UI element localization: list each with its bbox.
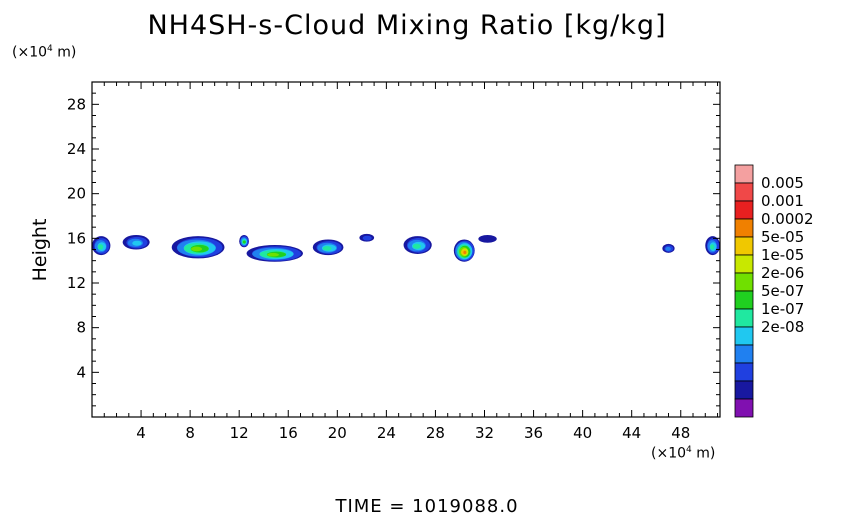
x-tick-label: 48 [671,424,690,442]
colorbar-label: 0.001 [761,192,804,210]
chart-title: NH4SH-s-Cloud Mixing Ratio [kg/kg] [147,10,667,41]
colorbar-segment [734,236,754,256]
colorbar-label: 0.005 [761,174,804,192]
colorbar-label: 1e-07 [761,300,804,318]
x-tick-label: 28 [426,424,445,442]
x-tick-label: 44 [622,424,641,442]
x-tick-label: 36 [524,424,543,442]
cloud-patch [362,235,372,241]
colorbar-segment [734,182,754,202]
x-tick-label: 32 [475,424,494,442]
x-tick-label: 12 [230,424,249,442]
colorbar-segment [734,344,754,364]
x-tick-label: 4 [136,424,146,442]
y-tick-label: 20 [67,185,86,203]
colorbar-label: 0.0002 [761,210,814,228]
cloud-patch [322,246,332,251]
colorbar-label: 1e-05 [761,246,804,264]
colorbar-segment [734,308,754,328]
x-tick-label: 16 [279,424,298,442]
cloud-patch [267,252,280,257]
y-tick-label: 28 [67,95,86,113]
y-axis-unit: (×104 m) [12,44,77,61]
cloud-patch [242,240,246,244]
y-tick-label: 12 [67,274,86,292]
cloud-patch [98,244,104,250]
time-label: TIME = 1019088.0 [335,496,519,517]
colorbar-label: 2e-06 [761,264,804,282]
cloud-patch [190,246,203,252]
x-tick-label: 40 [573,424,592,442]
cloud-patch [132,240,142,246]
cloud-patch [478,234,497,243]
colorbar-label: 5e-07 [761,282,804,300]
y-tick-label: 8 [76,319,86,337]
colorbar-segment [734,326,754,346]
colorbar-segment [734,380,754,400]
colorbar-segment [734,164,754,184]
y-tick-label: 24 [67,140,86,158]
colorbar-label: 5e-05 [761,228,804,246]
cloud-patch [412,243,421,249]
x-axis-unit: (×104 m) [651,445,716,462]
colorbar-segment [734,272,754,292]
x-tick-label: 20 [328,424,347,442]
y-tick-label: 16 [67,229,86,247]
cloud-patch [710,244,715,250]
cloud-patch [463,250,467,255]
colorbar-segment [734,290,754,310]
colorbar-segment [734,200,754,220]
colorbar-segment [734,218,754,238]
colorbar-segment [734,254,754,274]
colorbar-segment [734,362,754,382]
y-tick-label: 4 [76,363,86,381]
colorbar-segment [734,398,754,418]
colorbar-label: 2e-08 [761,318,804,336]
cloud-patch [665,246,671,251]
x-tick-label: 24 [377,424,396,442]
x-tick-label: 8 [185,424,195,442]
